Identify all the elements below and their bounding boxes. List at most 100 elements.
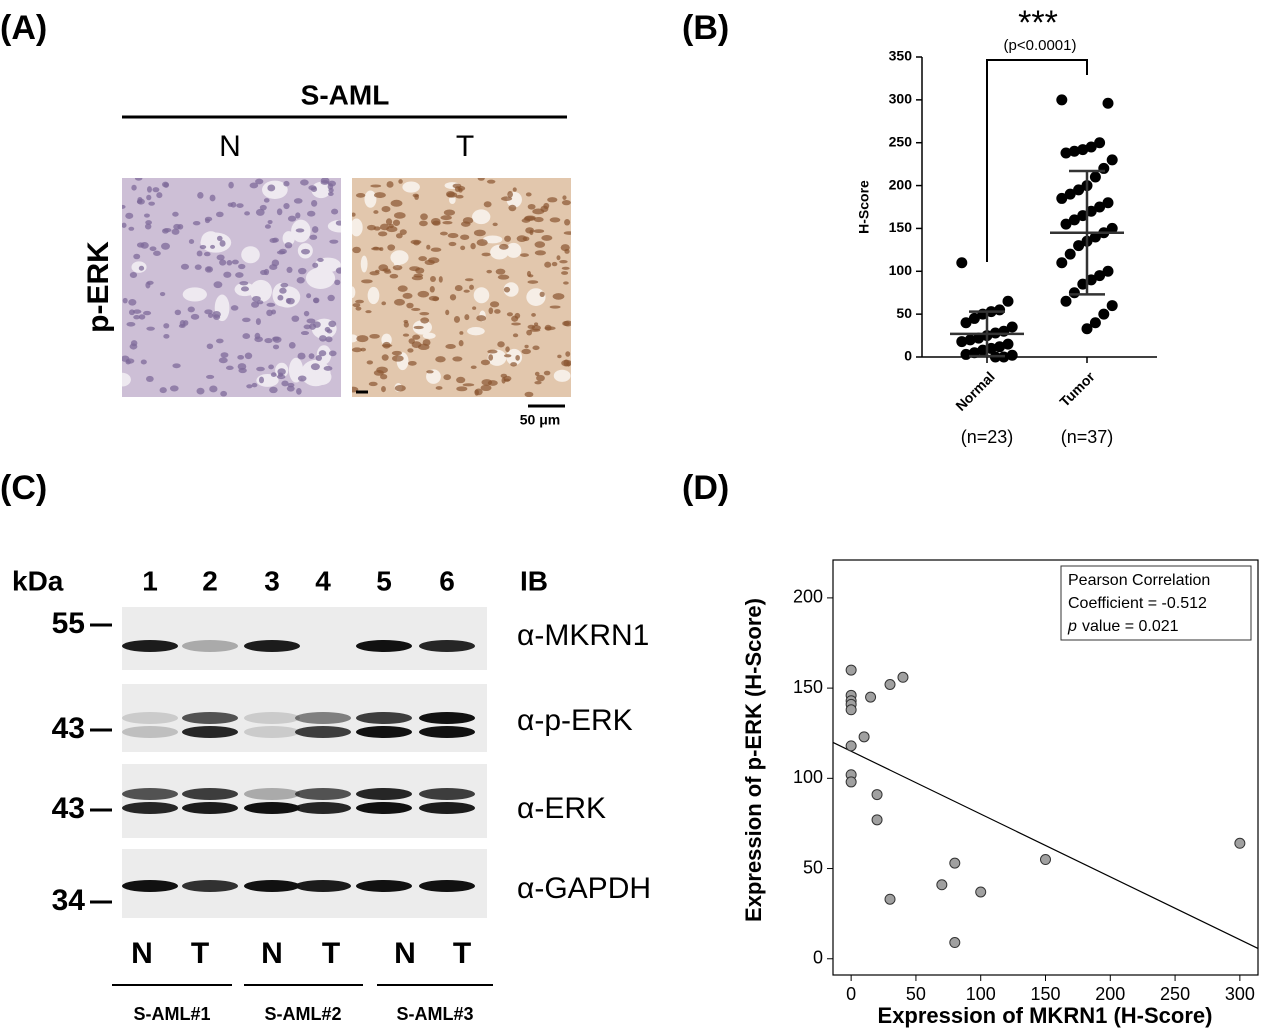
band — [244, 880, 300, 892]
nucleus — [213, 281, 223, 289]
stain — [352, 347, 363, 353]
stain — [435, 386, 443, 390]
nucleus — [220, 352, 229, 358]
data-point — [1060, 147, 1072, 159]
data-point — [1077, 210, 1089, 222]
stain — [503, 286, 511, 293]
stain — [378, 231, 388, 237]
nucleus — [231, 259, 239, 265]
band — [419, 880, 475, 892]
stain — [352, 303, 361, 308]
vacuole — [506, 348, 523, 366]
mw-marker: 55 — [52, 607, 85, 640]
nucleus — [272, 344, 280, 350]
stain — [411, 307, 421, 312]
y-tick-label: 200 — [889, 176, 913, 192]
data-point — [1060, 218, 1072, 230]
nucleus — [277, 374, 286, 380]
band — [244, 712, 300, 724]
nucleus — [324, 326, 331, 332]
stain — [380, 374, 388, 380]
nucleus — [192, 221, 201, 226]
data-point — [956, 336, 968, 348]
group-label: S-AML#2 — [264, 1004, 341, 1024]
nucleus — [240, 286, 249, 292]
y-axis-label: H-Score — [856, 180, 872, 234]
stain — [447, 233, 459, 239]
lumen — [122, 372, 131, 387]
stain — [413, 325, 424, 330]
nucleus — [310, 186, 318, 192]
nucleus — [159, 292, 166, 297]
vacuole — [402, 181, 420, 193]
nucleus — [146, 194, 152, 201]
band — [419, 640, 475, 652]
stain — [454, 285, 463, 292]
stain — [373, 369, 384, 376]
stain — [495, 268, 506, 275]
stain — [480, 359, 491, 366]
nucleus — [129, 272, 138, 278]
lumen — [305, 267, 336, 289]
y-tick-label: 0 — [813, 948, 823, 968]
nucleus — [319, 335, 327, 342]
nucleus — [251, 382, 258, 388]
column-label: T — [456, 130, 474, 163]
stain — [375, 269, 380, 273]
nucleus — [255, 178, 264, 185]
stain — [532, 208, 545, 215]
nucleus — [228, 181, 234, 189]
nucleus — [286, 297, 295, 305]
nucleus — [216, 254, 225, 261]
nucleus — [325, 336, 333, 343]
stain — [531, 312, 536, 317]
nucleus — [306, 318, 316, 324]
vacuole — [487, 349, 507, 366]
lumen — [241, 246, 260, 264]
stain — [541, 235, 553, 241]
y-axis-label: Expression of p-ERK (H-Score) — [741, 598, 766, 922]
y-tick-label: 0 — [904, 348, 912, 364]
vacuole — [390, 250, 409, 265]
error-bar — [1069, 169, 1105, 296]
nucleus — [270, 372, 277, 377]
stain — [426, 370, 434, 374]
stain — [430, 218, 441, 225]
stain — [476, 315, 487, 322]
data-point — [865, 691, 877, 703]
band — [244, 788, 300, 800]
nucleus — [312, 262, 319, 268]
data-point — [1106, 154, 1118, 166]
nucleus — [125, 212, 134, 219]
stain — [534, 322, 539, 326]
stain — [366, 360, 374, 365]
nucleus — [130, 340, 138, 347]
data-point — [936, 879, 948, 891]
stain — [395, 233, 403, 239]
nucleus — [309, 234, 318, 240]
stain — [406, 302, 414, 309]
band — [182, 802, 238, 814]
y-tick-label: 350 — [889, 48, 913, 64]
data-point — [964, 334, 976, 346]
nucleus — [132, 309, 142, 314]
nucleus — [174, 309, 182, 316]
nucleus — [163, 323, 170, 329]
stain — [487, 349, 498, 354]
stain — [533, 229, 545, 234]
stain — [411, 275, 424, 281]
stain — [402, 292, 413, 299]
stain — [387, 244, 396, 251]
nucleus — [246, 384, 253, 389]
nucleus — [153, 250, 161, 256]
y-tick-label: 250 — [889, 133, 913, 149]
nucleus — [244, 352, 253, 360]
stain — [488, 354, 494, 361]
band — [122, 802, 178, 814]
nucleus — [260, 269, 268, 276]
nucleus — [318, 350, 327, 357]
nucleus — [291, 315, 300, 322]
nucleus — [323, 366, 333, 371]
stain — [459, 331, 464, 335]
vacuole — [364, 190, 377, 208]
